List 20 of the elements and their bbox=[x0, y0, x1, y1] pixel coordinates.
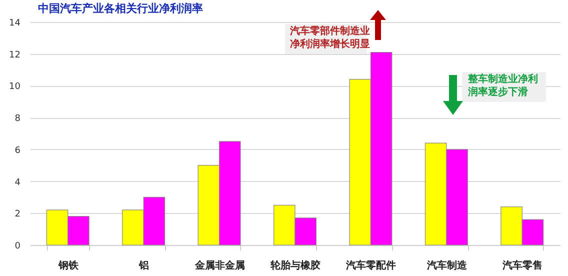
annotation: 净利润率增长明显 bbox=[290, 38, 370, 50]
annotation: 整车制造业净利 bbox=[467, 73, 538, 85]
x-tick-label: 钢铁 bbox=[57, 260, 80, 272]
chart-title: 中国汽车产业各相关行业净利润率 bbox=[38, 2, 203, 15]
x-tick-label: 轮胎与橡胶 bbox=[270, 260, 320, 272]
y-tick-label: 8 bbox=[14, 114, 21, 124]
y-tick-label: 0 bbox=[14, 242, 21, 252]
x-tick-label: 汽车制造 bbox=[426, 260, 468, 272]
y-tick-label: 12 bbox=[9, 50, 20, 60]
y-tick-label: 2 bbox=[14, 210, 20, 220]
x-tick-label: 汽车零售 bbox=[502, 260, 543, 272]
y-tick-label: 6 bbox=[14, 146, 21, 156]
x-tick-label: 铝 bbox=[138, 260, 150, 272]
y-tick-label: 14 bbox=[9, 18, 21, 28]
x-tick-label: 金属非金属 bbox=[194, 260, 245, 272]
x-tick-label: 汽车零配件 bbox=[345, 260, 396, 272]
y-tick-label: 10 bbox=[9, 82, 21, 92]
annotation: 润率逐步下滑 bbox=[467, 86, 528, 98]
y-tick-label: 4 bbox=[14, 178, 21, 188]
annotation: 汽车零部件制造业 bbox=[289, 25, 370, 37]
